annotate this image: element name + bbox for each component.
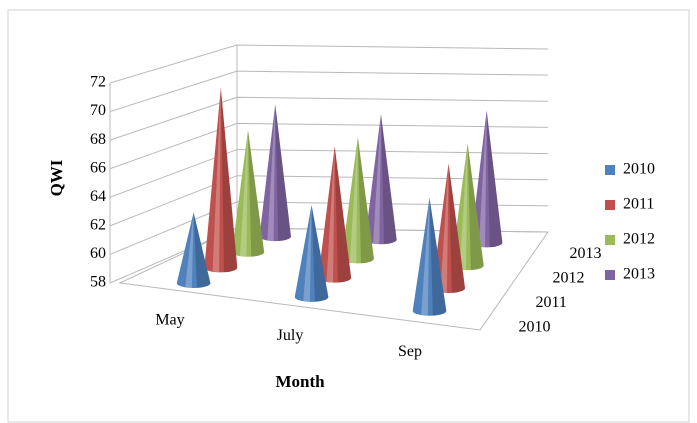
- cone: [341, 136, 374, 264]
- cone-highlight: [421, 197, 430, 316]
- depth-label: 2013: [570, 245, 602, 262]
- y-tick-label: 62: [90, 217, 106, 234]
- cone-shade: [380, 113, 397, 245]
- cone-highlight: [239, 130, 249, 257]
- cone-highlight: [185, 212, 194, 289]
- x-tick-label: July: [277, 327, 304, 344]
- x-tick-label: Sep: [398, 343, 422, 360]
- cone-shade: [220, 87, 238, 273]
- cone-shade: [467, 143, 484, 271]
- legend-label: 2012: [623, 231, 655, 248]
- legend-label: 2010: [623, 161, 655, 178]
- y-tick-label: 60: [90, 245, 106, 262]
- cone: [231, 130, 265, 257]
- legend-swatch: [605, 235, 615, 245]
- cone-shade: [429, 197, 447, 316]
- cone-shade: [357, 136, 374, 264]
- legend-swatch: [605, 270, 615, 280]
- x-tick-label: May: [155, 312, 184, 329]
- cone: [470, 110, 503, 248]
- x-axis-title: Month: [275, 372, 325, 391]
- cone-highlight: [303, 205, 312, 302]
- depth-label: 2011: [536, 294, 567, 311]
- y-tick-label: 64: [90, 188, 106, 205]
- cone: [259, 104, 291, 242]
- y-tick-label: 68: [90, 131, 106, 148]
- y-tick-label: 66: [90, 159, 106, 176]
- cone: [365, 113, 397, 245]
- y-tick-label: 70: [90, 102, 106, 119]
- cone: [176, 212, 211, 289]
- cone-shade: [193, 212, 211, 289]
- cone: [412, 197, 447, 316]
- cone: [451, 143, 484, 271]
- cone-shade: [486, 110, 503, 248]
- cone-highlight: [440, 163, 449, 293]
- cone-highlight: [459, 143, 468, 271]
- cone-shade: [448, 163, 466, 293]
- y-axis-title: QWI: [47, 159, 66, 196]
- legend-label: 2011: [623, 196, 654, 213]
- depth-label: 2010: [519, 318, 551, 335]
- y-tick-label: 58: [90, 274, 106, 291]
- cone-highlight: [267, 104, 276, 242]
- cone-highlight: [373, 113, 381, 245]
- legend-swatch: [605, 165, 615, 175]
- cone: [294, 205, 329, 302]
- cone: [204, 87, 238, 273]
- y-tick-label: 72: [90, 74, 106, 91]
- cone-shade: [275, 104, 291, 242]
- cone-shade: [311, 205, 329, 302]
- depth-label: 2012: [553, 269, 585, 286]
- cone-highlight: [212, 87, 221, 273]
- cone-highlight: [478, 110, 487, 248]
- cone-highlight: [326, 146, 335, 283]
- legend-label: 2013: [623, 266, 655, 283]
- cone: [432, 163, 466, 293]
- cone-highlight: [349, 136, 358, 264]
- legend-swatch: [605, 200, 615, 210]
- cone-shade: [248, 130, 265, 257]
- cone-shade: [334, 146, 352, 283]
- cone: [318, 146, 352, 283]
